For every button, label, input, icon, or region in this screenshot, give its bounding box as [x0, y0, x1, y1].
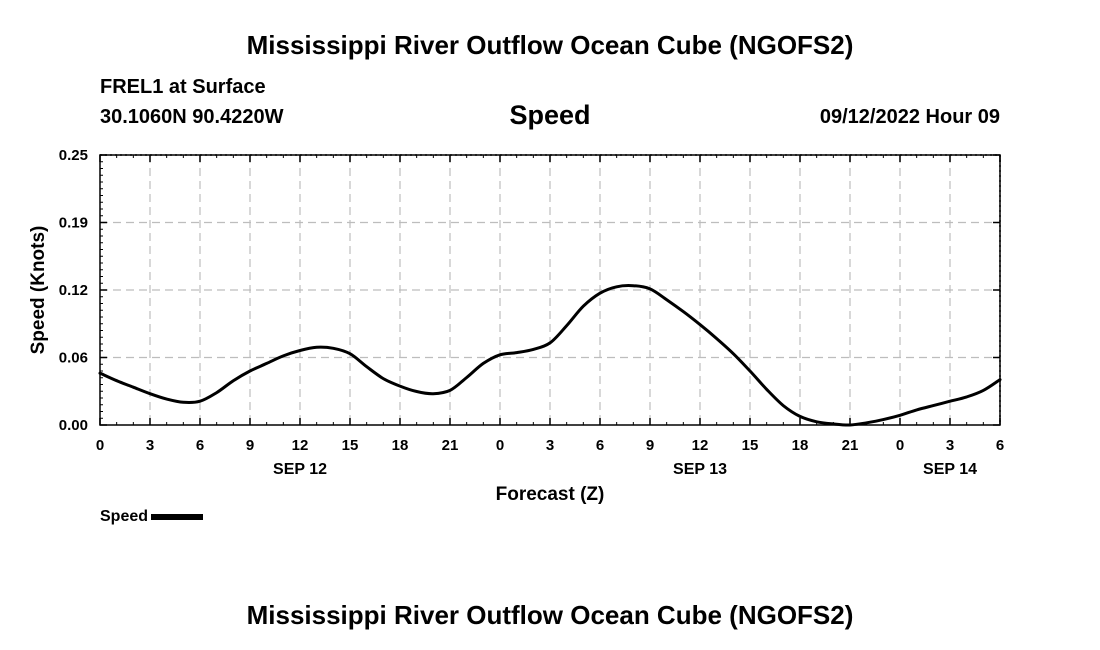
x-tick-label: 12: [292, 437, 309, 454]
day-label: SEP 12: [273, 461, 327, 478]
station-label: FREL1 at Surface: [100, 76, 266, 98]
x-tick-label: 9: [246, 437, 254, 454]
x-tick-label: 3: [946, 437, 954, 454]
x-tick-label: 12: [692, 437, 709, 454]
x-tick-label: 9: [646, 437, 654, 454]
y-tick-label: 0.00: [59, 417, 88, 434]
y-tick-label: 0.12: [59, 282, 88, 299]
speed-series-line: [98, 284, 1002, 427]
day-label: SEP 14: [923, 461, 977, 478]
x-tick-label: 21: [442, 437, 459, 454]
x-tick-label: 18: [392, 437, 409, 454]
axis-ticks: [99, 154, 1001, 426]
x-tick-label: 15: [342, 437, 359, 454]
legend: Speed: [100, 508, 204, 526]
x-tick-label: 0: [496, 437, 504, 454]
forecast-datetime: 09/12/2022 Hour 09: [819, 106, 1000, 128]
grid-lines: [100, 155, 1000, 425]
station-coordinates: 30.1060N 90.4220W: [100, 106, 284, 128]
x-tick-label: 15: [742, 437, 759, 454]
x-tick-label: 21: [842, 437, 859, 454]
chart-title: Mississippi River Outflow Ocean Cube (NG…: [246, 30, 854, 60]
x-tick-label: 3: [146, 437, 154, 454]
next-chart-title: Mississippi River Outflow Ocean Cube (NG…: [246, 600, 854, 630]
x-tick-label: 18: [792, 437, 809, 454]
y-tick-label: 0.25: [59, 147, 88, 164]
x-tick-label: 0: [96, 437, 104, 454]
axis-labels: 0 3 6 9 12 15 18 21 0 3 6 9 12 15 18 21 0 3 6 0.00 0.06 0.12 0…: [59, 147, 1004, 478]
legend-label: Speed: [100, 508, 149, 525]
y-tick-label: 0.06: [59, 350, 88, 367]
y-tick-label: 0.19: [59, 215, 88, 232]
x-tick-label: 3: [546, 437, 554, 454]
x-tick-label: 6: [996, 437, 1004, 454]
y-axis-label: Speed (Knots): [28, 226, 49, 355]
x-tick-label: 6: [196, 437, 204, 454]
day-label: SEP 13: [673, 461, 727, 478]
x-axis-label: Forecast (Z): [496, 484, 605, 505]
legend-line-swatch: [151, 514, 204, 520]
x-tick-label: 0: [896, 437, 904, 454]
variable-title: Speed: [509, 100, 591, 130]
x-tick-label: 6: [596, 437, 604, 454]
